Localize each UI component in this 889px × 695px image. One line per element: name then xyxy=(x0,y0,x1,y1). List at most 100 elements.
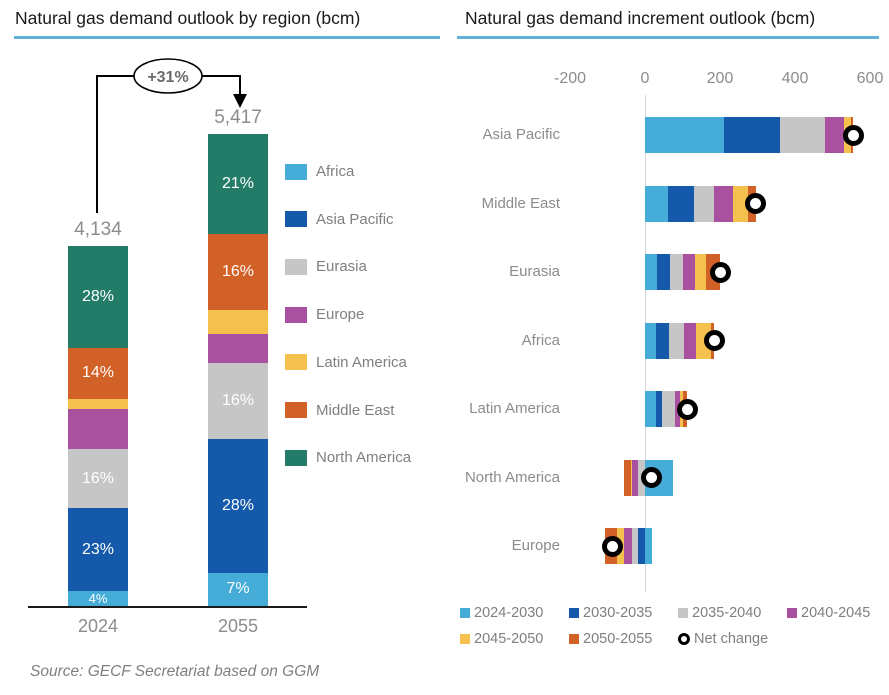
stack-segment xyxy=(68,398,128,410)
stack-segment xyxy=(656,391,663,427)
net-change-dot xyxy=(601,535,623,557)
legend-swatch xyxy=(285,354,307,371)
legend-item: 2024-2030 xyxy=(460,605,543,621)
stack-segment xyxy=(624,528,633,564)
axis-tick-label: 600 xyxy=(856,70,884,87)
legend-item: Eurasia xyxy=(285,258,367,275)
stack-segment xyxy=(723,117,781,153)
legend-swatch xyxy=(569,634,579,644)
legend-swatch xyxy=(285,402,307,418)
stack-segment xyxy=(631,459,638,496)
growth-ellipse xyxy=(133,58,203,94)
stack-segment xyxy=(714,185,734,222)
x-category-label: 2055 xyxy=(217,616,259,636)
right-legend: 2024-2030 2030-2035 2035-2040 2040-2045 2045… xyxy=(450,605,889,655)
stack-segment xyxy=(208,334,268,363)
legend-item: Middle East xyxy=(285,402,394,419)
legend-label: 2050-2055 xyxy=(583,631,653,647)
legend-item: Net change xyxy=(678,631,768,647)
net-change-dot xyxy=(641,467,663,488)
axis-tick-label: 400 xyxy=(781,70,809,87)
legend-swatch xyxy=(678,608,688,618)
stack-segment xyxy=(631,459,632,496)
stack-segment xyxy=(645,185,668,222)
legend-item: 2035-2040 xyxy=(678,605,761,621)
stack-segment xyxy=(667,185,694,222)
right-chart-title: Natural gas demand increment outlook (bc… xyxy=(465,8,816,28)
net-change-dot xyxy=(745,193,767,214)
legend-label: Eurasia xyxy=(316,258,367,276)
percent-label: 14% xyxy=(81,364,115,381)
legend-label: 2035-2040 xyxy=(692,605,762,621)
right-title-underline xyxy=(457,36,879,39)
legend-label: 2030-2035 xyxy=(583,605,653,621)
legend-item: 2030-2035 xyxy=(569,605,652,621)
stack-segment xyxy=(208,133,268,234)
percent-label: 16% xyxy=(221,263,255,281)
legend-item: 2045-2050 xyxy=(460,631,543,647)
legend-item: Asia Pacific xyxy=(285,211,394,228)
percent-label: 23% xyxy=(81,540,115,558)
legend-label: Middle East xyxy=(316,401,395,419)
legend-label: Africa xyxy=(316,163,355,180)
stack-segment xyxy=(68,245,128,348)
percent-label: 16% xyxy=(81,469,115,487)
net-change-dot xyxy=(703,330,725,351)
stack-segment xyxy=(623,459,632,496)
percent-label: 7% xyxy=(226,580,250,598)
legend-label: Latin America xyxy=(316,353,407,371)
stack-segment xyxy=(208,572,268,606)
percent-label: 4% xyxy=(88,590,108,606)
row-label: North America xyxy=(464,468,560,486)
legend-swatch xyxy=(460,634,470,644)
stack-segment xyxy=(683,254,696,290)
stack-segment xyxy=(825,117,844,153)
stack-segment xyxy=(683,322,696,359)
stack-segment xyxy=(670,254,684,290)
stack-segment xyxy=(695,254,706,290)
x-axis-line xyxy=(28,606,307,608)
stack-segment xyxy=(657,254,671,290)
percent-label: 16% xyxy=(221,391,255,409)
net-change-dot xyxy=(676,398,698,420)
stack-segment xyxy=(638,528,646,564)
source-note: Source: GECF Secretariat based on GGM xyxy=(30,663,320,680)
legend-item: 2040-2045 xyxy=(787,605,870,621)
stack-segment xyxy=(645,322,657,359)
row-label: Middle East xyxy=(481,194,560,212)
legend-swatch xyxy=(787,608,797,618)
legend-label: North America xyxy=(316,449,412,467)
left-legend: Africa Asia Pacific Eurasia Europe Latin Ame… xyxy=(285,163,445,483)
legend-swatch xyxy=(285,163,307,180)
stack-segment xyxy=(662,391,676,427)
percent-label: 28% xyxy=(221,496,255,514)
right-plot-area: -200 0 200 400 600 Asia Pacific Middle East Eur… xyxy=(450,0,889,695)
legend-swatch xyxy=(285,211,307,228)
net-change-icon xyxy=(678,633,690,645)
stack-segment xyxy=(733,185,749,222)
legend-swatch xyxy=(460,608,470,618)
arrow-down-icon xyxy=(233,94,247,108)
net-change-dot xyxy=(842,124,864,146)
legend-label: 2040-2045 xyxy=(801,605,871,621)
percent-label: 28% xyxy=(81,287,115,305)
legend-item: North America xyxy=(285,449,411,466)
stack-segment xyxy=(68,347,128,399)
growth-annotation: +31% xyxy=(96,58,247,213)
legend-label: 2045-2050 xyxy=(474,631,544,647)
stack-segment xyxy=(645,391,657,427)
stack-segment xyxy=(645,254,658,290)
net-change-dot xyxy=(709,261,731,283)
stack-segment xyxy=(656,322,669,359)
legend-swatch xyxy=(285,449,307,466)
row-label: Eurasia xyxy=(509,263,560,280)
legend-label: Net change xyxy=(694,631,769,647)
left-plot-area: +31% Africa Asia Pacific Eurasia Europe Lati… xyxy=(28,58,445,636)
stack-segment xyxy=(645,528,652,564)
percent-label: 21% xyxy=(221,174,255,192)
stack-segment xyxy=(632,528,639,564)
stack-segment xyxy=(693,185,715,222)
stack-segment xyxy=(208,439,268,573)
stack-segment xyxy=(780,117,825,153)
stack-segment xyxy=(208,233,268,311)
